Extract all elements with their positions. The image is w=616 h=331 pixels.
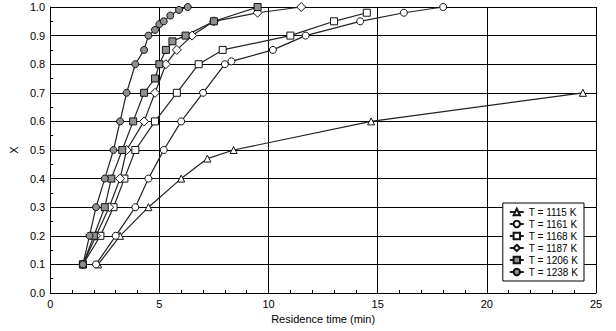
svg-text:0: 0 (47, 298, 53, 310)
svg-text:T = 1206 K: T = 1206 K (529, 255, 578, 266)
svg-text:T = 1115 K: T = 1115 K (529, 207, 577, 218)
svg-text:T = 1238 K: T = 1238 K (529, 267, 578, 278)
svg-text:5: 5 (156, 298, 162, 310)
svg-text:0.7: 0.7 (30, 87, 45, 99)
svg-text:0.3: 0.3 (30, 201, 45, 213)
svg-text:25: 25 (590, 298, 602, 310)
svg-text:0.4: 0.4 (30, 173, 45, 185)
svg-text:T = 1161 K: T = 1161 K (529, 219, 578, 230)
svg-text:15: 15 (372, 298, 384, 310)
svg-text:Residence time (min): Residence time (min) (271, 313, 375, 325)
svg-text:20: 20 (481, 298, 493, 310)
svg-text:0.9: 0.9 (30, 30, 45, 42)
svg-text:0.0: 0.0 (30, 287, 45, 299)
svg-text:0.2: 0.2 (30, 230, 45, 242)
svg-text:1.0: 1.0 (30, 1, 45, 13)
svg-text:10: 10 (262, 298, 274, 310)
svg-text:0.1: 0.1 (30, 258, 45, 270)
svg-text:0.6: 0.6 (30, 115, 45, 127)
svg-text:X: X (8, 146, 20, 154)
svg-text:0.5: 0.5 (30, 144, 45, 156)
svg-text:T = 1168 K: T = 1168 K (529, 231, 578, 242)
svg-text:T = 1187 K: T = 1187 K (529, 243, 578, 254)
svg-text:0.8: 0.8 (30, 58, 45, 70)
